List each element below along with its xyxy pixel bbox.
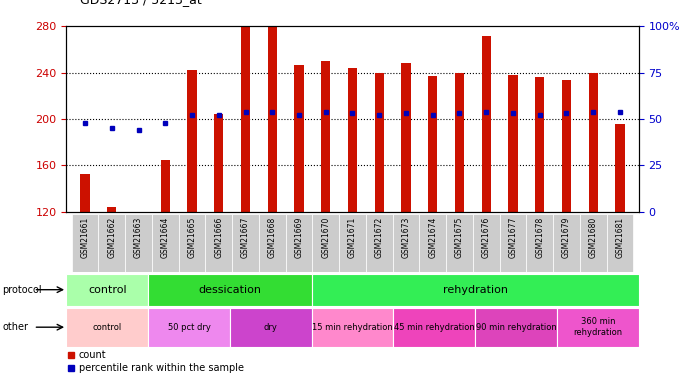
Text: 360 min
rehydration: 360 min rehydration [573, 318, 623, 337]
Bar [161, 160, 170, 212]
Text: GSM21662: GSM21662 [107, 217, 117, 258]
Bar [473, 214, 500, 272]
Bar [134, 212, 143, 214]
Bar [311, 308, 394, 347]
Bar [401, 63, 410, 212]
Bar [241, 26, 250, 212]
Text: GSM21681: GSM21681 [616, 217, 625, 258]
Bar [125, 214, 152, 272]
Text: rehydration: rehydration [443, 285, 507, 295]
Bar [259, 214, 285, 272]
Text: GSM21666: GSM21666 [214, 217, 223, 258]
Text: control: control [93, 322, 122, 332]
Bar [98, 214, 125, 272]
Bar [366, 214, 392, 272]
Text: count: count [79, 350, 107, 360]
Bar [446, 214, 473, 272]
Bar [500, 214, 526, 272]
Text: dry: dry [264, 322, 278, 332]
Bar [482, 36, 491, 212]
Bar [339, 214, 366, 272]
Bar [232, 214, 259, 272]
Bar [615, 124, 625, 212]
Text: GSM21675: GSM21675 [455, 217, 464, 258]
Bar [152, 214, 179, 272]
Text: GSM21672: GSM21672 [375, 217, 384, 258]
Bar [311, 274, 639, 306]
Text: GSM21678: GSM21678 [535, 217, 544, 258]
Bar [214, 114, 223, 212]
Bar [375, 73, 384, 212]
Bar [148, 274, 311, 306]
Bar [508, 75, 518, 212]
Bar [66, 274, 148, 306]
Bar [313, 214, 339, 272]
Bar [348, 68, 357, 212]
Bar [80, 174, 90, 212]
Bar [267, 26, 277, 212]
Text: GSM21669: GSM21669 [295, 217, 304, 258]
Text: GSM21667: GSM21667 [241, 217, 250, 258]
Bar [557, 308, 639, 347]
Bar [72, 214, 98, 272]
Bar [428, 76, 438, 212]
Bar [562, 80, 571, 212]
Bar [580, 214, 607, 272]
Text: GSM21661: GSM21661 [80, 217, 89, 258]
Text: other: other [2, 322, 28, 332]
Text: GSM21679: GSM21679 [562, 217, 571, 258]
Bar [179, 214, 205, 272]
Bar [285, 214, 313, 272]
Text: GSM21670: GSM21670 [321, 217, 330, 258]
Bar [148, 308, 230, 347]
Bar [455, 73, 464, 212]
Bar [588, 73, 598, 212]
Bar [295, 64, 304, 212]
Text: percentile rank within the sample: percentile rank within the sample [79, 363, 244, 373]
Text: GSM21676: GSM21676 [482, 217, 491, 258]
Bar [107, 207, 117, 212]
Bar [66, 308, 148, 347]
Bar [526, 214, 553, 272]
Bar [553, 214, 580, 272]
Bar [321, 61, 330, 212]
Text: GSM21674: GSM21674 [429, 217, 437, 258]
Text: protocol: protocol [2, 285, 42, 295]
Text: GSM21680: GSM21680 [588, 217, 597, 258]
Text: GSM21673: GSM21673 [401, 217, 410, 258]
Text: dessication: dessication [198, 285, 261, 295]
Text: GSM21677: GSM21677 [508, 217, 517, 258]
Bar [475, 308, 557, 347]
Bar [394, 308, 475, 347]
Text: GSM21671: GSM21671 [348, 217, 357, 258]
Text: GSM21665: GSM21665 [188, 217, 197, 258]
Bar [187, 70, 197, 212]
Text: 45 min rehydration: 45 min rehydration [394, 322, 475, 332]
Text: 50 pct dry: 50 pct dry [168, 322, 210, 332]
Text: GDS2713 / 5213_at: GDS2713 / 5213_at [80, 0, 202, 6]
Text: GSM21668: GSM21668 [268, 217, 276, 258]
Bar [419, 214, 446, 272]
Text: GSM21664: GSM21664 [161, 217, 170, 258]
Bar [535, 77, 544, 212]
Bar [607, 214, 633, 272]
Bar [230, 308, 311, 347]
Bar [392, 214, 419, 272]
Text: 15 min rehydration: 15 min rehydration [312, 322, 393, 332]
Text: control: control [88, 285, 126, 295]
Text: GSM21663: GSM21663 [134, 217, 143, 258]
Text: 90 min rehydration: 90 min rehydration [475, 322, 556, 332]
Bar [205, 214, 232, 272]
